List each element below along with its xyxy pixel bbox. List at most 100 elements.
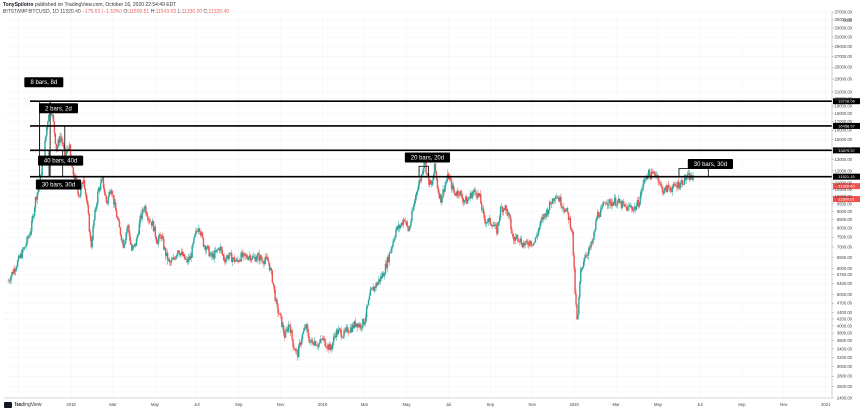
candle-body [376, 283, 378, 286]
candle-body [583, 258, 586, 262]
candle-body [510, 218, 512, 230]
candle-body [524, 243, 526, 246]
candle-body [174, 258, 176, 260]
candle-body [629, 205, 631, 207]
candle-body [128, 225, 130, 233]
time-axis[interactable]: Nov 2018 Mar May Jul Sep Nov 2019 Mar May Jul Sep No… [4, 397, 832, 407]
candle-body [626, 207, 628, 211]
candle-body [11, 272, 13, 277]
candle-body [683, 175, 686, 185]
candle-body [268, 262, 271, 271]
candle-body [294, 348, 296, 351]
candle-body [245, 255, 247, 256]
candle-body [187, 257, 190, 262]
candle-body [526, 240, 528, 243]
price-tick-label: 2600.00 [837, 384, 853, 389]
candle-body [631, 208, 634, 211]
candle-body [357, 323, 359, 328]
candle-body [389, 252, 391, 254]
candle-body [441, 197, 443, 203]
candle-body [684, 175, 687, 180]
candle-body [478, 193, 480, 196]
price-tick-label: 27000.00 [835, 54, 853, 59]
candle-body [519, 238, 522, 242]
candle-body [554, 197, 557, 199]
candle-body [669, 187, 672, 191]
candle-body [158, 234, 160, 239]
high-label: H: [150, 8, 156, 15]
candle-body [379, 279, 381, 282]
candle-body [137, 234, 140, 236]
candle-body [642, 184, 644, 190]
level-price-tag [833, 147, 860, 154]
candle-body [46, 126, 48, 136]
candle-body [298, 345, 300, 358]
candle-body [520, 238, 523, 245]
candle-body [82, 180, 85, 184]
candle-body [36, 192, 39, 200]
candle-body [253, 256, 256, 258]
candle-body [587, 251, 590, 256]
candle-body [113, 195, 115, 205]
tradingview-footer[interactable]: TradingView [4, 402, 42, 408]
candle-body [7, 280, 9, 282]
candle-body [619, 201, 622, 203]
candle-body [61, 137, 63, 143]
candle-body [614, 197, 616, 202]
price-tick-label: 5750.00 [837, 272, 853, 277]
bar-count-label-box [39, 103, 79, 114]
candle-body [615, 205, 618, 206]
candle-body [297, 351, 299, 358]
price-axis[interactable]: 2400.00 2600.00 2800.00 3000.00 3200.00 3400.… [831, 9, 853, 400]
candle-body [91, 239, 93, 248]
candle-body [199, 232, 202, 236]
candle-body [531, 244, 534, 246]
symbol-label[interactable]: BITSTAMP:BTCUSD, 1D [3, 8, 59, 15]
candle-body [205, 248, 207, 251]
candle-body [180, 253, 182, 256]
price-tick-label: 15000.00 [835, 137, 853, 142]
candle-body [190, 256, 192, 258]
candle-body [201, 232, 204, 239]
candle-body [356, 323, 358, 328]
candle-body [373, 286, 375, 291]
candle-body [308, 336, 310, 343]
candle-body [202, 238, 205, 247]
candle-body [590, 241, 592, 248]
candle-body [130, 240, 132, 245]
candle-body [318, 342, 321, 345]
candle-body [445, 182, 447, 186]
candle-body [345, 328, 347, 332]
candle-body [287, 324, 290, 332]
price-tick-label: 10500.00 [835, 187, 853, 192]
time-tick-label: Mar [109, 402, 117, 407]
candle-body [382, 273, 385, 277]
candle-body [522, 242, 524, 248]
candle-body [283, 332, 286, 338]
price-tick-label: 10000.00 [835, 194, 853, 199]
candle-body [469, 192, 472, 198]
range-annotations[interactable]: 8 bars, 8d 2 bars, 2d 40 bars, 40d 30 bars,… [24, 77, 734, 190]
candle-body [281, 315, 283, 327]
candle-body [315, 345, 318, 347]
candle-body [334, 335, 337, 338]
candle-body [364, 317, 367, 323]
candle-body [273, 284, 275, 290]
candle-body [666, 184, 669, 192]
candle-body [269, 268, 272, 271]
candle-body [343, 330, 345, 337]
candle-body [239, 260, 241, 262]
candle-body [500, 206, 503, 208]
candle-body [178, 250, 180, 254]
candle-body [182, 254, 185, 257]
bar-count-label-box [37, 155, 84, 166]
candle-body [657, 175, 659, 182]
candle-body [115, 202, 117, 211]
candle-body [668, 187, 671, 188]
candle-body [307, 329, 309, 337]
candle-body [198, 228, 200, 232]
candle-body [499, 206, 502, 218]
candle-body [305, 324, 307, 329]
author-name[interactable]: TonySpilotro [3, 2, 34, 8]
